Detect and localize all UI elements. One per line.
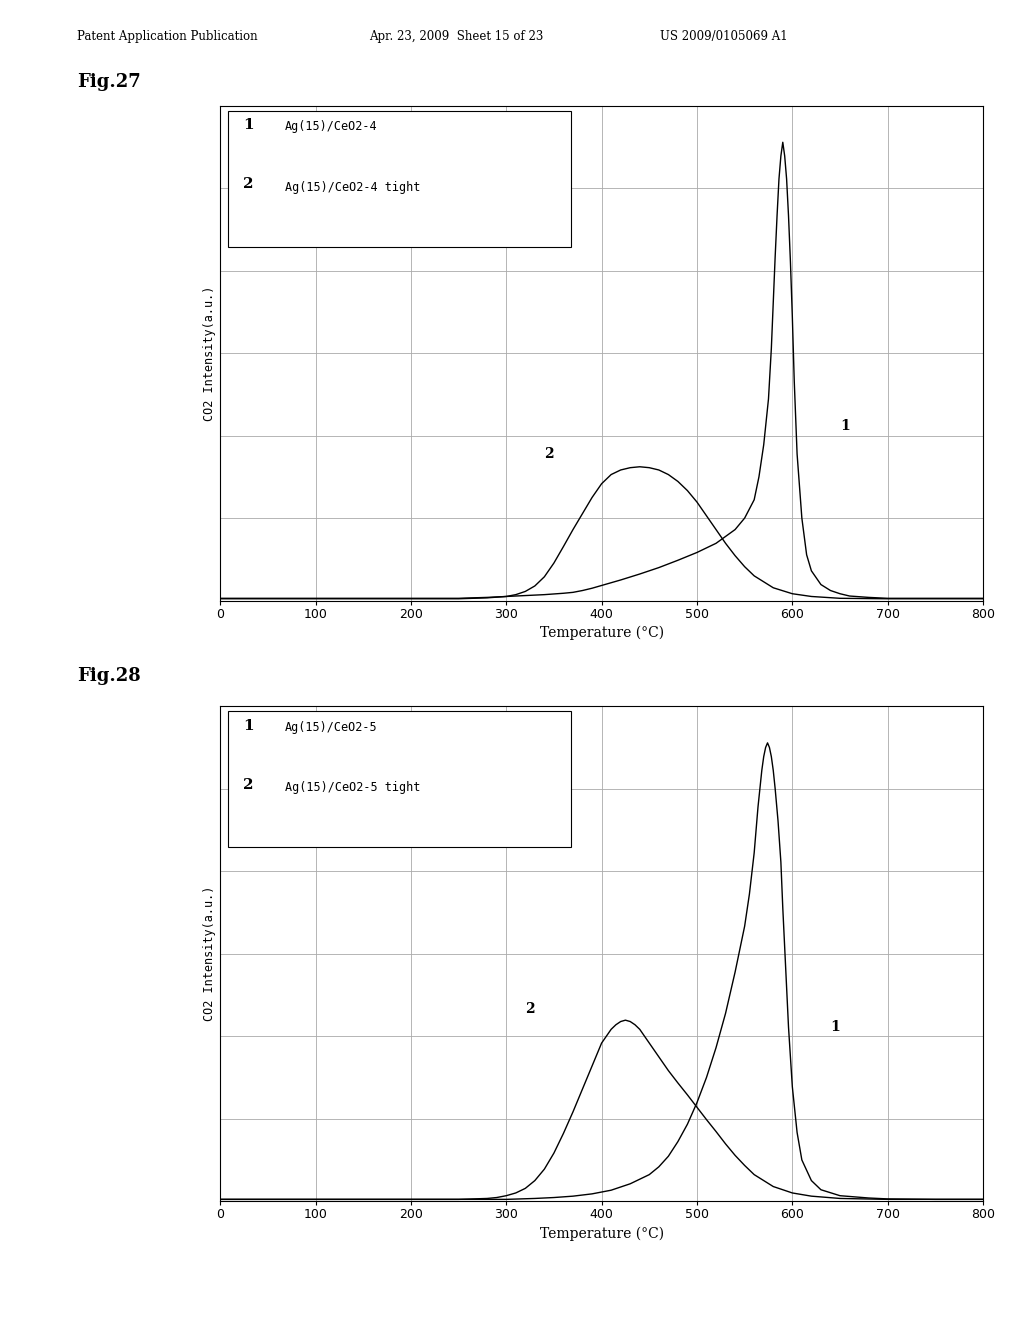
Text: Apr. 23, 2009  Sheet 15 of 23: Apr. 23, 2009 Sheet 15 of 23: [369, 30, 543, 44]
Text: 2: 2: [545, 447, 554, 461]
Text: 2: 2: [525, 1002, 535, 1015]
X-axis label: Temperature (°C): Temperature (°C): [540, 626, 664, 640]
FancyBboxPatch shape: [227, 111, 571, 247]
Text: 1: 1: [243, 117, 254, 132]
Text: 1: 1: [243, 718, 254, 733]
Text: 1: 1: [830, 1020, 841, 1034]
Text: Fig.28: Fig.28: [77, 667, 140, 685]
Text: Ag(15)/CeO2-4 tight: Ag(15)/CeO2-4 tight: [285, 181, 421, 194]
Text: Ag(15)/CeO2-5: Ag(15)/CeO2-5: [285, 721, 378, 734]
Y-axis label: CO2 Intensity(a.u.): CO2 Intensity(a.u.): [203, 285, 216, 421]
Text: Ag(15)/CeO2-4: Ag(15)/CeO2-4: [285, 120, 378, 133]
Text: Fig.27: Fig.27: [77, 73, 140, 91]
Text: 2: 2: [243, 777, 254, 792]
FancyBboxPatch shape: [227, 711, 571, 847]
Text: 2: 2: [243, 177, 254, 191]
Y-axis label: CO2 Intensity(a.u.): CO2 Intensity(a.u.): [203, 886, 216, 1022]
X-axis label: Temperature (°C): Temperature (°C): [540, 1226, 664, 1241]
Text: US 2009/0105069 A1: US 2009/0105069 A1: [660, 30, 788, 44]
Text: 1: 1: [840, 420, 850, 433]
Text: Patent Application Publication: Patent Application Publication: [77, 30, 257, 44]
Text: Ag(15)/CeO2-5 tight: Ag(15)/CeO2-5 tight: [285, 781, 421, 795]
